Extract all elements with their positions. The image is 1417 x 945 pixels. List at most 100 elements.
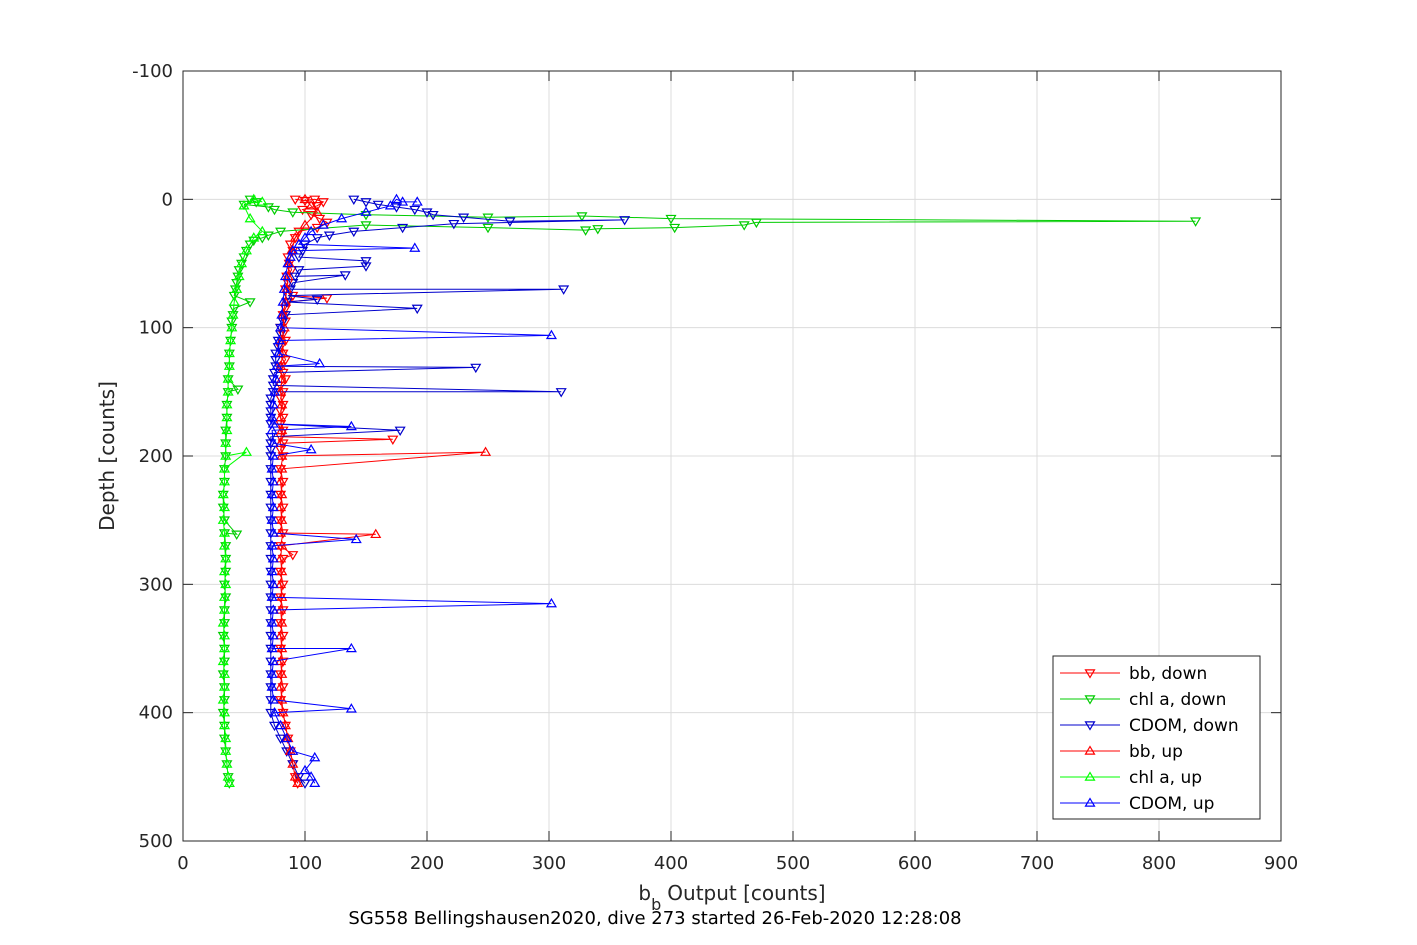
data-point [336, 212, 348, 223]
data-point [276, 488, 288, 499]
data-point [228, 296, 240, 306]
y-tick-label: 400 [139, 703, 173, 724]
data-point [292, 777, 304, 787]
data-point [370, 528, 382, 539]
data-point [256, 196, 268, 206]
data-point [244, 298, 256, 308]
data-point [266, 617, 278, 627]
data-point [411, 196, 423, 206]
data-point [750, 218, 762, 229]
data-point [217, 694, 229, 704]
data-point [619, 216, 631, 226]
x-tick-labels: 0 100 200 300 400 500 600 700 800 900 [177, 853, 1298, 874]
x-tick-label: 900 [1264, 853, 1298, 874]
data-point [305, 443, 317, 454]
data-point [221, 411, 233, 422]
data-point [299, 764, 311, 775]
data-point [279, 375, 292, 385]
data-point [217, 514, 229, 524]
data-point [276, 309, 288, 319]
data-point [279, 270, 292, 281]
data-point [218, 527, 231, 537]
y-tick-label: 300 [139, 574, 173, 595]
data-point [240, 446, 252, 456]
data-point [281, 732, 293, 743]
x-tick-label: 0 [177, 853, 188, 874]
legend-label: chl a, down [1129, 690, 1226, 710]
data-point [267, 552, 279, 563]
data-point [265, 708, 277, 719]
x-tick-label: 400 [654, 853, 688, 874]
data-point [323, 231, 335, 241]
data-point [458, 213, 470, 223]
data-point [592, 225, 604, 235]
data-point [220, 437, 232, 447]
y-tick-label: 500 [139, 831, 173, 852]
data-point [220, 578, 232, 589]
data-point [220, 732, 232, 743]
data-point [222, 771, 234, 781]
data-point [268, 721, 281, 732]
data-point [236, 257, 248, 268]
series-line [270, 198, 625, 784]
data-point [275, 552, 287, 563]
data-point [218, 501, 231, 512]
legend-marker [1084, 771, 1096, 781]
data-point [275, 321, 287, 332]
series-5 [266, 193, 557, 787]
data-point [272, 347, 284, 358]
data-point [266, 591, 278, 601]
data-point [217, 488, 229, 499]
data-point [244, 212, 256, 223]
data-point [276, 617, 288, 627]
data-point [266, 488, 278, 499]
data-point [293, 253, 305, 263]
data-point [266, 411, 278, 422]
legend-entry: chl a, up [1060, 768, 1202, 788]
data-point [218, 463, 231, 473]
figure-caption: SG558 Bellingshausen2020, dive 273 start… [348, 908, 961, 929]
data-point [275, 227, 287, 238]
data-point [293, 227, 305, 238]
data-point [738, 221, 750, 231]
data-point [218, 540, 231, 550]
data-point [276, 668, 288, 678]
data-point [267, 398, 279, 409]
data-point [1190, 217, 1202, 227]
data-point [275, 475, 287, 486]
data-point [275, 719, 287, 730]
series-line [280, 198, 486, 784]
data-point [218, 465, 231, 475]
legend-entries: bb, down chl a, down CDOM, down bb, up chl a… [1060, 664, 1239, 814]
data-point [580, 226, 592, 236]
data-point [289, 195, 301, 206]
data-point [266, 681, 278, 691]
data-point [311, 234, 323, 244]
x-tick-label: 100 [288, 853, 322, 874]
data-point [266, 424, 278, 435]
data-point [279, 336, 292, 347]
data-point [397, 223, 409, 234]
data-point [345, 420, 357, 431]
data-point [276, 463, 288, 473]
data-point [289, 232, 301, 242]
data-point [409, 205, 421, 216]
data-point [267, 501, 279, 512]
data-point [299, 232, 311, 242]
data-point [470, 363, 482, 374]
data-point [287, 760, 299, 770]
data-point [218, 642, 231, 653]
data-point [240, 246, 252, 257]
y-tick-label: -100 [132, 61, 173, 82]
series-4 [217, 193, 268, 787]
data-point [299, 779, 311, 789]
data-point [427, 210, 439, 221]
data-point [311, 202, 323, 212]
data-point [293, 266, 305, 276]
data-point [221, 758, 233, 768]
data-point [231, 283, 243, 293]
data-point [225, 334, 237, 345]
data-point [220, 450, 232, 460]
data-point [293, 238, 305, 248]
